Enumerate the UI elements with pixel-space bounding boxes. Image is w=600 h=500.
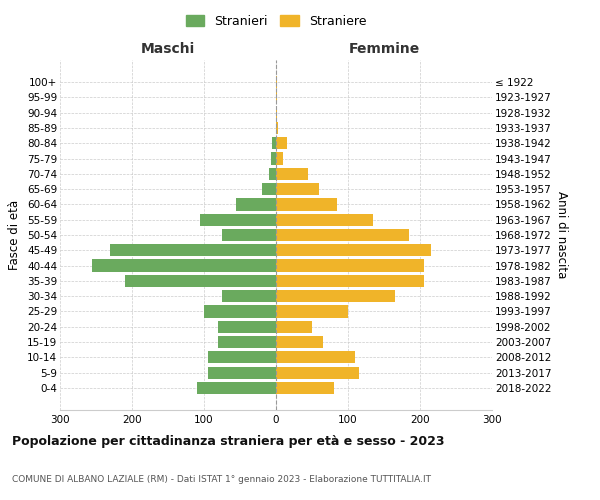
Bar bbox=[197, 382, 276, 394]
Bar bbox=[276, 320, 312, 333]
Bar bbox=[276, 260, 424, 272]
Bar bbox=[276, 306, 348, 318]
Bar bbox=[276, 352, 355, 364]
Bar bbox=[208, 366, 276, 379]
Bar bbox=[276, 183, 319, 195]
Bar bbox=[276, 214, 373, 226]
Bar bbox=[276, 198, 337, 210]
Bar bbox=[276, 152, 283, 164]
Bar bbox=[276, 168, 308, 180]
Bar bbox=[222, 229, 276, 241]
Bar bbox=[218, 336, 276, 348]
Bar bbox=[276, 137, 287, 149]
Bar bbox=[276, 122, 278, 134]
Bar bbox=[262, 183, 276, 195]
Bar bbox=[200, 214, 276, 226]
Bar bbox=[269, 168, 276, 180]
Text: Popolazione per cittadinanza straniera per età e sesso - 2023: Popolazione per cittadinanza straniera p… bbox=[12, 435, 445, 448]
Bar bbox=[276, 382, 334, 394]
Bar bbox=[276, 106, 277, 118]
Legend: Stranieri, Straniere: Stranieri, Straniere bbox=[182, 11, 370, 32]
Bar bbox=[276, 290, 395, 302]
Bar bbox=[276, 76, 277, 88]
Bar bbox=[222, 290, 276, 302]
Bar bbox=[271, 152, 276, 164]
Y-axis label: Anni di nascita: Anni di nascita bbox=[555, 192, 568, 278]
Bar bbox=[218, 320, 276, 333]
Bar bbox=[276, 91, 277, 104]
Bar bbox=[276, 229, 409, 241]
Bar bbox=[276, 275, 424, 287]
Text: Maschi: Maschi bbox=[141, 42, 195, 56]
Y-axis label: Fasce di età: Fasce di età bbox=[8, 200, 22, 270]
Bar bbox=[125, 275, 276, 287]
Text: Femmine: Femmine bbox=[349, 42, 419, 56]
Bar bbox=[236, 198, 276, 210]
Bar bbox=[276, 366, 359, 379]
Bar bbox=[272, 137, 276, 149]
Bar bbox=[276, 244, 431, 256]
Text: COMUNE DI ALBANO LAZIALE (RM) - Dati ISTAT 1° gennaio 2023 - Elaborazione TUTTIT: COMUNE DI ALBANO LAZIALE (RM) - Dati IST… bbox=[12, 475, 431, 484]
Bar bbox=[92, 260, 276, 272]
Bar bbox=[204, 306, 276, 318]
Bar bbox=[110, 244, 276, 256]
Bar bbox=[276, 336, 323, 348]
Bar bbox=[208, 352, 276, 364]
